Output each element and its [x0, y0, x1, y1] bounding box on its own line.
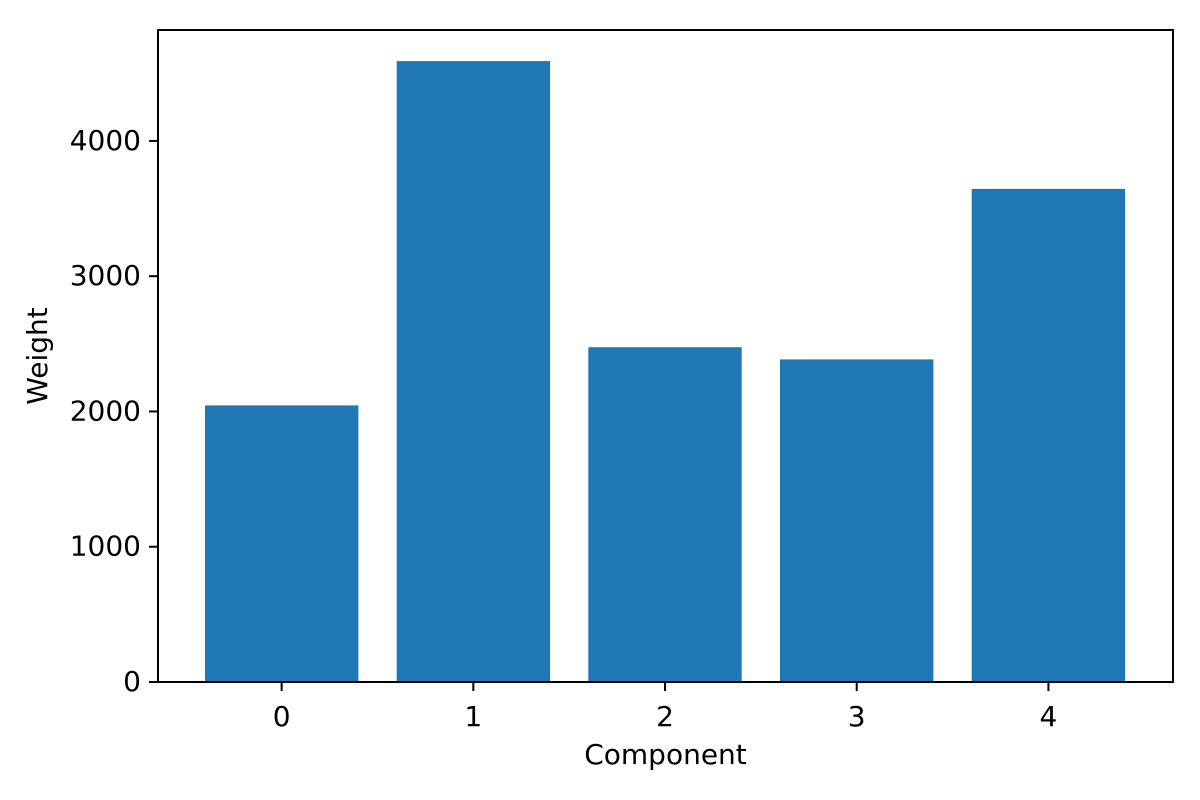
bar-component-4 — [971, 188, 1126, 682]
bar-component-2 — [588, 347, 742, 682]
x-tick-label: 1 — [464, 700, 482, 733]
y-tick-label: 2000 — [70, 394, 141, 427]
y-axis-ticks: 0 1000 2000 3000 4000 — [70, 124, 158, 698]
y-tick-label: 1000 — [70, 530, 141, 563]
x-axis-ticks: 0 1 2 3 4 — [273, 682, 1057, 733]
x-axis-label: Component — [584, 738, 747, 771]
bars-group — [205, 61, 1126, 683]
x-tick-label: 4 — [1039, 700, 1057, 733]
y-axis-label: Weight — [21, 307, 54, 405]
x-tick-label: 0 — [273, 700, 291, 733]
y-tick-label: 0 — [123, 665, 141, 698]
bar-component-1 — [396, 61, 551, 683]
bar-component-0 — [205, 405, 359, 682]
y-tick-label: 4000 — [70, 124, 141, 157]
x-tick-label: 2 — [656, 700, 674, 733]
bar-component-3 — [780, 359, 934, 682]
x-tick-label: 3 — [848, 700, 866, 733]
y-tick-label: 3000 — [70, 259, 141, 292]
